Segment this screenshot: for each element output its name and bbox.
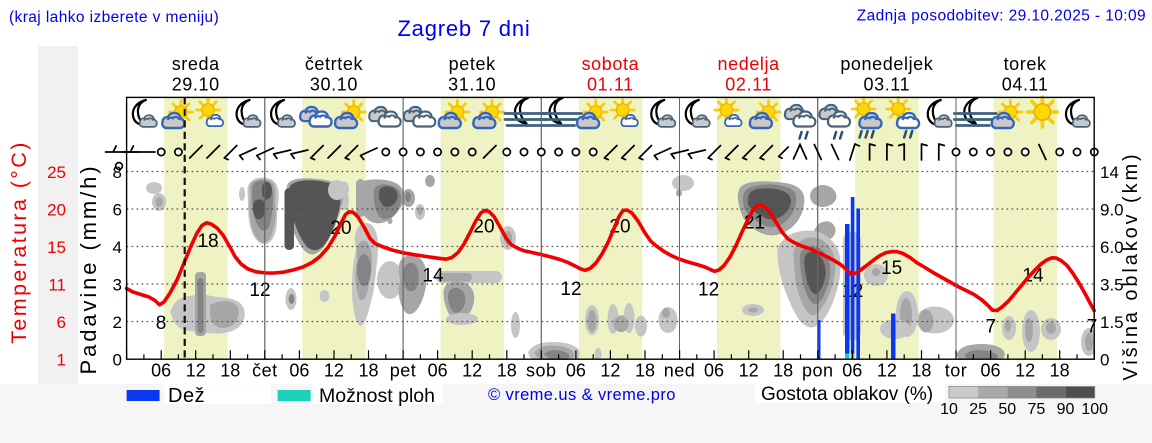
svg-text:12: 12 <box>186 361 206 381</box>
svg-text:18: 18 <box>635 361 655 381</box>
svg-text:14: 14 <box>1100 163 1119 182</box>
svg-text:ponedeljek: ponedeljek <box>840 54 933 74</box>
svg-text:14: 14 <box>1022 266 1044 287</box>
svg-text:7: 7 <box>986 317 997 338</box>
svg-text:Gostota oblakov (%): Gostota oblakov (%) <box>761 384 933 405</box>
svg-text:nedelja: nedelja <box>717 54 780 74</box>
svg-text:29.10: 29.10 <box>172 75 220 95</box>
svg-text:ned: ned <box>664 361 696 381</box>
svg-text:8: 8 <box>156 313 167 334</box>
svg-text:petek: petek <box>449 54 496 74</box>
svg-text:Možnost ploh: Možnost ploh <box>319 385 435 407</box>
svg-text:02.11: 02.11 <box>725 75 772 95</box>
svg-text:18: 18 <box>773 361 793 381</box>
svg-text:18: 18 <box>220 361 240 381</box>
svg-text:6.0: 6.0 <box>1100 238 1124 257</box>
svg-text:50: 50 <box>998 401 1016 418</box>
svg-text:18: 18 <box>358 361 378 381</box>
svg-text:03.11: 03.11 <box>863 75 910 95</box>
svg-text:06: 06 <box>289 361 309 381</box>
svg-text:Padavine (mm/h): Padavine (mm/h) <box>76 163 101 374</box>
svg-text:0: 0 <box>113 351 122 370</box>
svg-text:pon: pon <box>802 361 834 381</box>
svg-text:(kraj lahko izberete v meniju): (kraj lahko izberete v meniju) <box>9 9 219 26</box>
svg-text:18: 18 <box>197 231 218 252</box>
svg-text:12: 12 <box>877 361 897 381</box>
svg-text:3: 3 <box>113 275 122 294</box>
svg-text:12: 12 <box>249 280 270 301</box>
svg-text:06: 06 <box>981 361 1001 381</box>
svg-text:20: 20 <box>473 217 494 238</box>
svg-text:25: 25 <box>969 401 987 418</box>
svg-text:pet: pet <box>390 361 417 381</box>
svg-text:Temperatura (°C): Temperatura (°C) <box>7 140 31 344</box>
svg-text:25: 25 <box>47 163 66 182</box>
svg-text:14: 14 <box>422 266 444 287</box>
svg-text:sobota: sobota <box>582 54 640 74</box>
svg-text:12: 12 <box>560 279 581 300</box>
svg-text:0: 0 <box>1100 351 1109 370</box>
svg-text:četrtek: četrtek <box>305 54 364 74</box>
svg-text:31.10: 31.10 <box>448 75 496 95</box>
svg-text:sob: sob <box>526 361 557 381</box>
svg-text:20: 20 <box>47 200 66 219</box>
svg-text:6: 6 <box>57 313 66 332</box>
svg-text:© vreme.us & vreme.pro: © vreme.us & vreme.pro <box>488 386 676 404</box>
svg-text:04.11: 04.11 <box>1002 75 1049 95</box>
svg-text:11: 11 <box>48 275 66 294</box>
svg-text:15: 15 <box>47 238 66 257</box>
svg-text:20: 20 <box>609 217 630 238</box>
svg-text:7: 7 <box>1087 317 1098 338</box>
svg-text:Dež: Dež <box>168 385 205 407</box>
svg-text:12: 12 <box>739 361 759 381</box>
svg-text:8: 8 <box>113 163 122 182</box>
svg-text:12: 12 <box>324 361 344 381</box>
svg-text:06: 06 <box>842 361 862 381</box>
svg-text:9.0: 9.0 <box>1100 200 1124 219</box>
svg-text:sreda: sreda <box>172 54 220 74</box>
svg-text:06: 06 <box>566 361 586 381</box>
svg-text:18: 18 <box>497 361 517 381</box>
svg-text:12: 12 <box>698 279 719 300</box>
svg-text:3.5: 3.5 <box>1100 275 1124 294</box>
svg-text:90: 90 <box>1057 401 1075 418</box>
svg-text:2: 2 <box>113 313 122 332</box>
svg-text:18: 18 <box>911 361 931 381</box>
svg-text:12: 12 <box>462 361 482 381</box>
svg-text:6: 6 <box>113 200 122 219</box>
svg-text:12: 12 <box>600 361 620 381</box>
svg-text:18: 18 <box>1050 361 1070 381</box>
svg-text:čet: čet <box>252 361 278 381</box>
svg-text:15: 15 <box>881 258 902 279</box>
svg-text:06: 06 <box>428 361 448 381</box>
svg-text:4: 4 <box>113 238 122 257</box>
svg-text:75: 75 <box>1028 401 1046 418</box>
svg-text:1.5: 1.5 <box>1100 313 1124 332</box>
svg-text:tor: tor <box>945 361 968 381</box>
svg-text:06: 06 <box>704 361 724 381</box>
svg-text:Zadnja posodobitev: 29.10.2025: Zadnja posodobitev: 29.10.2025 - 10:09 <box>857 8 1146 25</box>
svg-text:torek: torek <box>1004 54 1047 74</box>
svg-text:01.11: 01.11 <box>587 75 634 95</box>
svg-text:06: 06 <box>151 361 171 381</box>
svg-text:100: 100 <box>1081 401 1108 418</box>
svg-text:30.10: 30.10 <box>310 75 358 95</box>
svg-text:12: 12 <box>1015 361 1035 381</box>
svg-text:Zagreb 7 dni: Zagreb 7 dni <box>397 16 530 41</box>
svg-text:10: 10 <box>940 401 958 418</box>
svg-text:1: 1 <box>57 351 66 370</box>
svg-text:Višina oblakov (km): Višina oblakov (km) <box>1120 151 1142 380</box>
